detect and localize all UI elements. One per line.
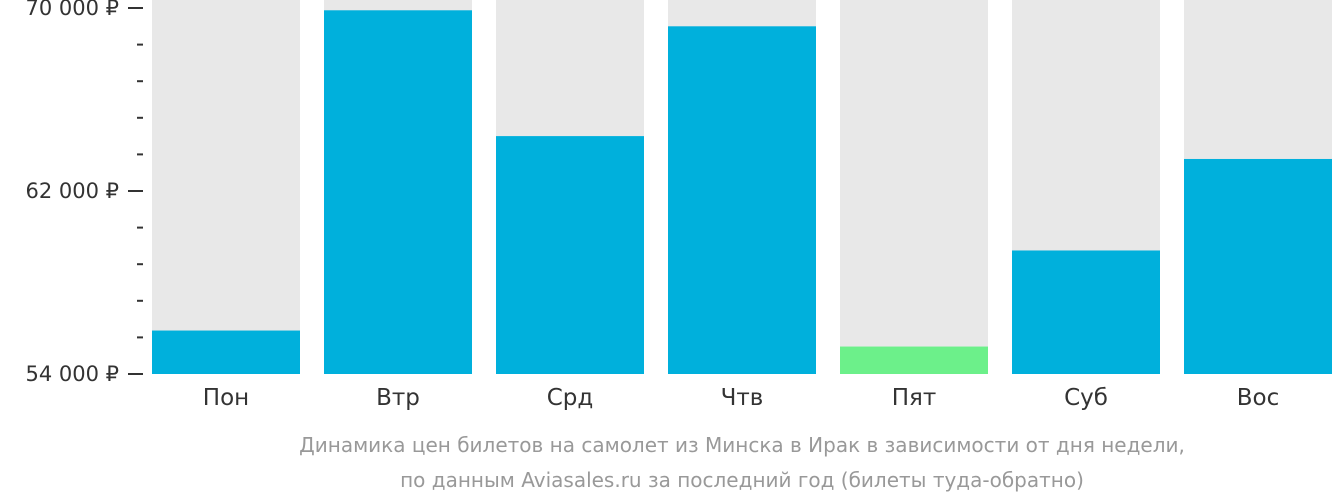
y-tick-label: 70 000 ₽ bbox=[25, 0, 119, 20]
x-tick-label: Вос bbox=[1237, 385, 1280, 411]
bar-7[interactable] bbox=[1184, 158, 1332, 374]
y-tick-label: 62 000 ₽ bbox=[25, 179, 119, 203]
x-tick-label: Срд bbox=[547, 385, 594, 411]
bar-5[interactable] bbox=[840, 346, 988, 374]
x-tick-label: Чтв bbox=[721, 385, 764, 411]
x-tick-label: Пят bbox=[892, 385, 937, 411]
chart-caption: Динамика цен билетов на самолет из Минск… bbox=[299, 433, 1185, 492]
x-tick-label: Суб bbox=[1064, 385, 1108, 411]
bars bbox=[152, 10, 1332, 375]
x-axis-labels: Пон Втр Срд Чтв Пят Суб Вос bbox=[203, 385, 1279, 411]
background-bar-5 bbox=[840, 0, 988, 374]
bar-4[interactable] bbox=[668, 26, 816, 375]
y-axis: 70 000 ₽ 62 000 ₽ 54 000 ₽ bbox=[25, 0, 143, 386]
bar-3[interactable] bbox=[496, 136, 644, 374]
bar-6[interactable] bbox=[1012, 250, 1160, 374]
y-tick-label: 54 000 ₽ bbox=[25, 362, 119, 386]
background-bar-1 bbox=[152, 0, 300, 374]
bar-1[interactable] bbox=[152, 330, 300, 374]
caption-line-2: по данным Aviasales.ru за последний год … bbox=[400, 468, 1084, 492]
x-tick-label: Пон bbox=[203, 385, 249, 411]
caption-line-1: Динамика цен билетов на самолет из Минск… bbox=[299, 433, 1185, 457]
bar-2[interactable] bbox=[324, 10, 472, 374]
x-tick-label: Втр bbox=[376, 385, 420, 411]
